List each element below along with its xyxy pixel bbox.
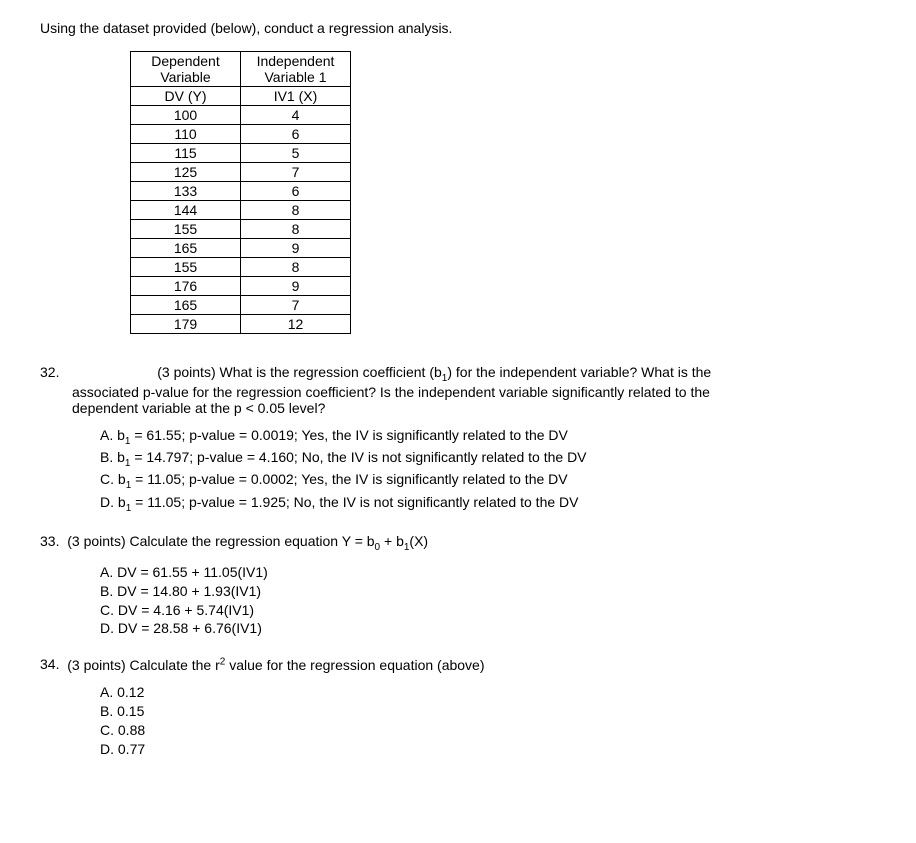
option-b: B. DV = 14.80 + 1.93(IV1) (100, 582, 876, 601)
question-34: 34. (3 points) Calculate the r2 value fo… (40, 656, 876, 758)
question-number: 33. (40, 533, 59, 549)
table-row: 17912 (131, 315, 351, 334)
table-row: 1657 (131, 296, 351, 315)
option-b: B. b1 = 14.797; p-value = 4.160; No, the… (100, 448, 876, 470)
question-number: 32. (40, 364, 59, 380)
question-body-line2: associated p-value for the regression co… (40, 384, 876, 400)
question-32: 32. (3 points) What is the regression co… (40, 364, 876, 515)
question-body: (3 points) Calculate the regression equa… (63, 533, 428, 549)
option-a: A. 0.12 (100, 683, 876, 702)
option-a: A. b1 = 61.55; p-value = 0.0019; Yes, th… (100, 426, 876, 448)
question-number: 34. (40, 656, 59, 672)
table-row: 1769 (131, 277, 351, 296)
option-a: A. DV = 61.55 + 11.05(IV1) (100, 563, 876, 582)
table-row: 1004 (131, 106, 351, 125)
question-body: (3 points) Calculate the r2 value for th… (63, 657, 484, 673)
question-33: 33. (3 points) Calculate the regression … (40, 533, 876, 638)
table-row: 1558 (131, 258, 351, 277)
question-body-line3: dependent variable at the p < 0.05 level… (40, 400, 876, 416)
table-row: 1155 (131, 144, 351, 163)
table-subheader-iv: IV1 (X) (241, 87, 351, 106)
table-subheader-dv: DV (Y) (131, 87, 241, 106)
option-c: C. b1 = 11.05; p-value = 0.0002; Yes, th… (100, 470, 876, 492)
table-row: 1257 (131, 163, 351, 182)
dataset-table: DependentVariable IndependentVariable 1 … (130, 51, 351, 334)
option-d: D. 0.77 (100, 740, 876, 759)
table-row: 1659 (131, 239, 351, 258)
option-c: C. DV = 4.16 + 5.74(IV1) (100, 601, 876, 620)
option-d: D. b1 = 11.05; p-value = 1.925; No, the … (100, 493, 876, 515)
table-row: 1448 (131, 201, 351, 220)
option-d: D. DV = 28.58 + 6.76(IV1) (100, 619, 876, 638)
option-b: B. 0.15 (100, 702, 876, 721)
option-c: C. 0.88 (100, 721, 876, 740)
table-header-iv: IndependentVariable 1 (241, 52, 351, 87)
instruction-text: Using the dataset provided (below), cond… (40, 20, 876, 36)
table-row: 1336 (131, 182, 351, 201)
table-header-dv: DependentVariable (131, 52, 241, 87)
table-row: 1558 (131, 220, 351, 239)
question-body: (3 points) What is the regression coeffi… (157, 364, 711, 380)
table-row: 1106 (131, 125, 351, 144)
